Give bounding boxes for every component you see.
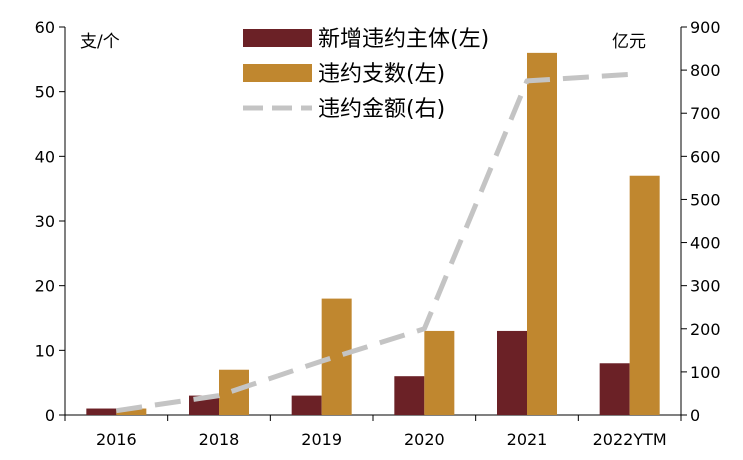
legend-label-default-count: 违约支数(左) [318, 62, 445, 87]
bar-new-issuers [291, 395, 322, 415]
bar-new-issuers [86, 408, 117, 415]
right-tick-label: 500 [690, 190, 721, 209]
legend-label-default-amount: 违约金额(右) [318, 97, 445, 122]
bar-default-count [321, 298, 352, 415]
x-axis-ticks: 2016 2018 2019 2020 2021 2022YTM [64, 415, 682, 449]
bar-default-count [527, 52, 557, 415]
x-tick-label: 2016 [96, 430, 137, 449]
left-axis-ticks: 0 10 20 30 40 50 60 [35, 18, 65, 425]
right-tick-label: 700 [690, 104, 721, 123]
bar-new-issuers [497, 330, 527, 415]
legend: 新增违约主体(左) 违约支数(左) 违约金额(右) [243, 27, 489, 122]
lines [115, 71, 630, 414]
left-tick-label: 10 [35, 341, 55, 360]
right-tick-label: 600 [690, 147, 721, 166]
x-tick-label: 2018 [199, 430, 240, 449]
legend-label-new-issuers: 新增违约主体(左) [318, 27, 489, 52]
right-axis-ticks: 0 100 200 300 400 500 600 700 800 900 [681, 18, 721, 425]
bar-new-issuers [394, 376, 425, 415]
x-tick-label: 2022YTM [593, 430, 667, 449]
right-tick-label: 200 [690, 320, 721, 339]
right-axis-unit: 亿元 [612, 32, 646, 52]
left-axis-unit: 支/个 [80, 32, 120, 52]
right-tick-label: 0 [690, 406, 700, 425]
left-tick-label: 0 [45, 406, 55, 425]
x-tick-label: 2019 [301, 430, 342, 449]
legend-swatch-new-issuers [243, 29, 312, 47]
left-tick-label: 30 [35, 212, 55, 231]
left-tick-label: 60 [35, 18, 55, 37]
right-tick-label: 900 [690, 18, 721, 37]
x-tick-label: 2021 [507, 430, 548, 449]
bar-default-count [424, 330, 455, 415]
bar-default-count [116, 408, 147, 415]
x-tick-label: 2020 [404, 430, 445, 449]
line-default-amount [115, 71, 630, 414]
left-tick-label: 50 [35, 83, 55, 102]
left-tick-label: 20 [35, 277, 55, 296]
right-tick-label: 100 [690, 363, 721, 382]
right-tick-label: 400 [690, 234, 721, 253]
right-tick-label: 300 [690, 277, 721, 296]
left-tick-label: 40 [35, 147, 55, 166]
bar-default-count [629, 175, 660, 415]
bars [86, 52, 660, 415]
legend-swatch-default-count [243, 64, 312, 82]
right-tick-label: 800 [690, 61, 721, 80]
bar-new-issuers [599, 363, 630, 415]
